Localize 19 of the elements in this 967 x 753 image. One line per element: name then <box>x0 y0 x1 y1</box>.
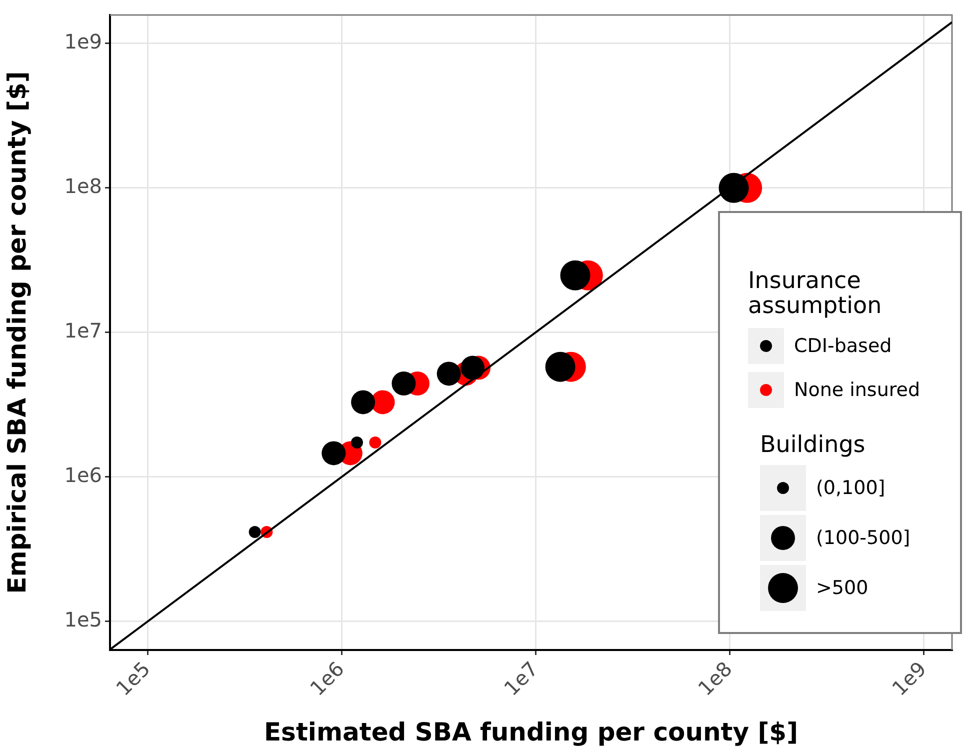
x-tick-label: 1e5 <box>111 656 155 700</box>
legend-label: CDI-based <box>794 335 892 357</box>
legend-label: (0,100] <box>816 477 886 499</box>
y-tick-label: 1e6 <box>64 463 102 488</box>
legend-label: None insured <box>794 379 920 401</box>
y-tick-label: 1e9 <box>64 30 102 54</box>
y-tick-label: 1e8 <box>64 174 102 198</box>
legend-label: >500 <box>816 577 868 599</box>
x-tick-label: 1e7 <box>499 656 543 700</box>
y-tick-label: 1e5 <box>64 608 102 632</box>
legend-title: Insurance assumption <box>748 268 883 319</box>
x-tick-label: 1e9 <box>887 656 931 700</box>
x-axis-title: Estimated SBA funding per county [$] <box>264 718 798 746</box>
y-tick-label: 1e7 <box>64 318 102 343</box>
y-axis-title: Empirical SBA funding per county [$] <box>2 71 32 594</box>
x-tick-label: 1e6 <box>305 656 349 700</box>
annotation: Buildings <box>760 432 866 458</box>
legend-label: (100-500] <box>816 527 910 549</box>
x-tick-label: 1e8 <box>693 656 737 700</box>
